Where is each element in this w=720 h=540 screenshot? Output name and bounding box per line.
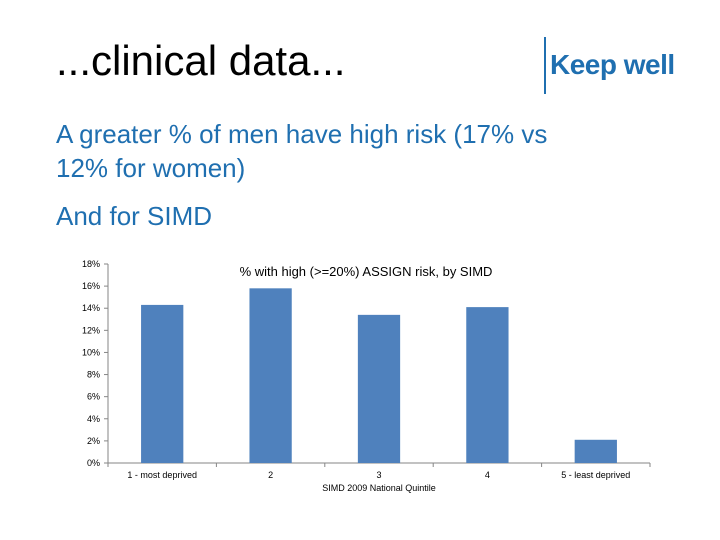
body-line-2: 12% for women) xyxy=(56,153,246,183)
bar xyxy=(141,304,184,463)
x-axis-title: SIMD 2009 National Quintile xyxy=(322,483,436,493)
bar xyxy=(357,314,401,463)
x-tick-label: 3 xyxy=(376,470,381,480)
bar xyxy=(574,439,617,463)
bar xyxy=(466,307,509,463)
bar xyxy=(249,288,292,463)
y-tick-label: 14% xyxy=(82,303,100,313)
x-tick-label: 1 - most deprived xyxy=(127,470,197,480)
keep-well-logo: Keep well xyxy=(544,37,676,94)
y-tick-label: 10% xyxy=(82,347,100,357)
y-tick-label: 2% xyxy=(87,436,100,446)
slide-title: ...clinical data... xyxy=(56,37,346,84)
y-axis: 0% 2% 4% 6% 8% 10% 12% 14% 16% 18% xyxy=(82,259,109,468)
body-line-1: A greater % of men have high risk (17% v… xyxy=(56,119,548,149)
y-tick-label: 4% xyxy=(87,414,100,424)
y-tick-label: 8% xyxy=(87,370,100,380)
x-tick-label: 4 xyxy=(485,470,490,480)
x-tick-label: 2 xyxy=(268,470,273,480)
y-tick-label: 18% xyxy=(82,259,100,269)
y-tick-label: 16% xyxy=(82,281,100,291)
logo-divider xyxy=(544,37,546,94)
x-tick-label: 5 - least deprived xyxy=(561,470,630,480)
chart-title: % with high (>=20%) ASSIGN risk, by SIMD xyxy=(240,264,493,279)
body-line-3: And for SIMD xyxy=(56,201,213,231)
bars xyxy=(141,288,617,463)
x-axis: 1 - most deprived 2 3 4 5 - least deprived xyxy=(107,462,651,480)
y-tick-label: 6% xyxy=(87,392,100,402)
y-tick-label: 12% xyxy=(82,325,100,335)
y-tick-label: 0% xyxy=(87,458,100,468)
logo-text: Keep well xyxy=(550,49,675,80)
